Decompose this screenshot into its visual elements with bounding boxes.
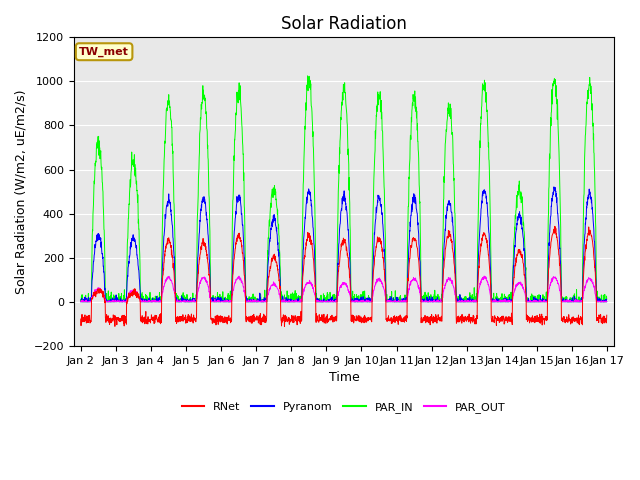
Text: TW_met: TW_met xyxy=(79,47,129,57)
Title: Solar Radiation: Solar Radiation xyxy=(281,15,407,33)
X-axis label: Time: Time xyxy=(328,371,359,384)
Legend: RNet, Pyranom, PAR_IN, PAR_OUT: RNet, Pyranom, PAR_IN, PAR_OUT xyxy=(177,397,510,418)
Y-axis label: Solar Radiation (W/m2, uE/m2/s): Solar Radiation (W/m2, uE/m2/s) xyxy=(15,89,28,294)
